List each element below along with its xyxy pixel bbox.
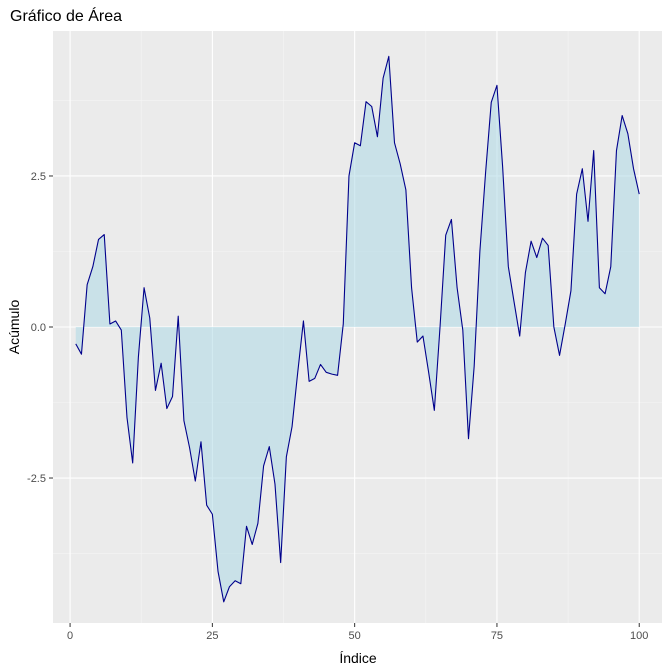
area-fill [75,56,640,602]
y-tick-label: 2.5 [31,171,46,183]
x-tick-label: 100 [630,630,648,642]
x-tick-label: 25 [206,630,218,642]
x-tick-label: 50 [349,630,361,642]
x-tick-label: 0 [67,630,73,642]
x-axis-title: Índice [339,650,377,666]
x-axis: 0 25 50 75 100 [67,623,648,642]
y-tick-label: 0.0 [31,322,46,334]
y-axis: -2.5 0.0 2.5 [27,171,53,485]
y-axis-title: Acúmulo [6,300,22,355]
chart-title: Gráfico de Área [10,6,122,25]
series-line [75,55,640,603]
y-tick-label: -2.5 [27,473,46,485]
x-tick-label: 75 [491,630,503,642]
